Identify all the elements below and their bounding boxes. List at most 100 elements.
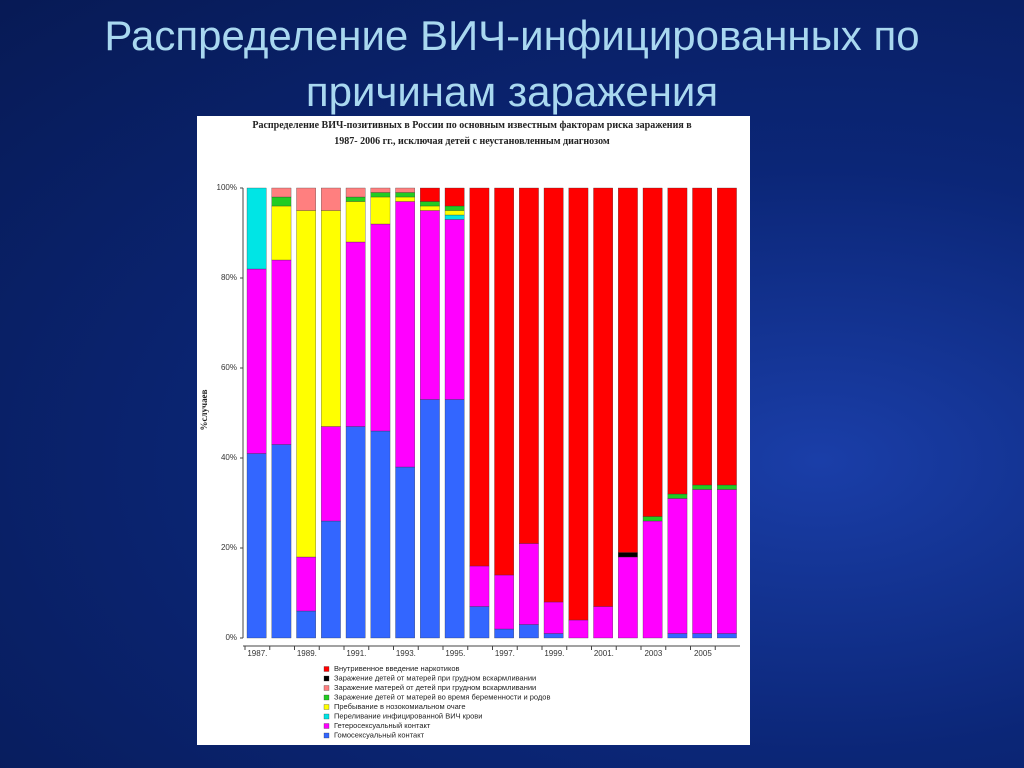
bar-segment — [271, 444, 292, 639]
bar-segment — [370, 430, 391, 639]
bar-segment — [667, 187, 688, 495]
bar-segment — [345, 187, 366, 198]
bar-segment — [370, 187, 391, 193]
legend-swatch — [323, 685, 330, 691]
bar-segment — [395, 187, 415, 193]
legend-label: Пребывание в нозокомиальном очаге — [334, 702, 466, 711]
bar-segment — [321, 187, 341, 211]
bar-segment — [494, 574, 514, 630]
bar-segment — [395, 192, 415, 198]
bar-segment — [543, 601, 564, 634]
bar-segment — [618, 187, 638, 553]
bar-segment — [296, 187, 316, 211]
bar-segment — [519, 624, 539, 639]
bar-segment — [271, 205, 292, 261]
bar-segment — [395, 196, 415, 202]
bar-segment — [246, 453, 267, 639]
y-axis-label: %случаев — [199, 389, 209, 430]
x-tick-label: 1997. — [495, 649, 515, 658]
bar-segment — [717, 489, 737, 634]
bar-segment — [345, 241, 366, 427]
bar-segment — [420, 205, 440, 211]
legend-swatch — [323, 723, 330, 729]
bar-segment — [717, 484, 737, 490]
bar-segment — [568, 619, 589, 639]
bar-segment — [692, 187, 712, 486]
bar-segment — [692, 484, 712, 490]
bar-segment — [469, 187, 490, 567]
y-tick-label: 60% — [221, 363, 237, 372]
legend-swatch — [323, 666, 330, 672]
bar-segment — [642, 516, 663, 522]
bar-segment — [321, 210, 341, 427]
bar-segment — [420, 210, 440, 400]
bar-segment — [345, 196, 366, 202]
bar-segment — [444, 210, 465, 216]
bar-segment — [271, 259, 292, 445]
bar-segment — [321, 426, 341, 522]
bar-segment — [692, 633, 712, 639]
bar-segment — [420, 399, 440, 639]
bar-segment — [321, 520, 341, 639]
chart: Распределение ВИЧ-позитивных в России по… — [197, 116, 750, 745]
bar-segment — [519, 543, 539, 625]
bar-segment — [618, 552, 638, 558]
bar-segment — [667, 493, 688, 499]
bar-segment — [494, 187, 514, 576]
bar-segment — [494, 628, 514, 639]
legend-label: Заражение детей от матерей при грудном в… — [334, 673, 536, 682]
chart-title-box: Распределение ВИЧ-позитивных в России по… — [252, 120, 692, 147]
bar-segment — [444, 399, 465, 639]
bar-segment — [420, 187, 440, 202]
bar-segment — [246, 187, 267, 270]
bar-segment — [717, 187, 737, 486]
bar-segment — [642, 520, 663, 639]
bar-segment — [667, 633, 688, 639]
bar-segment — [395, 201, 415, 468]
bar-segment — [667, 498, 688, 634]
legend-label: Заражение детей от матерей во время бере… — [334, 692, 550, 701]
bar-segment — [345, 426, 366, 639]
bar-segment — [271, 187, 292, 198]
y-tick-label: 80% — [221, 273, 237, 282]
slide-title: Распределение ВИЧ-инфицированных по прич… — [104, 12, 920, 115]
legend-label: Заражение матерей от детей при грудном в… — [334, 683, 536, 692]
legend-label: Внутривенное введение наркотиков — [334, 664, 460, 673]
bar-segment — [296, 610, 316, 639]
bar-segment — [296, 556, 316, 612]
x-tick-label: 2001. — [594, 649, 614, 658]
bar-segment — [593, 187, 613, 607]
bar-segment — [692, 489, 712, 634]
x-tick-label: 1991. — [346, 649, 366, 658]
chart-title: Распределение ВИЧ-позитивных в России по… — [252, 120, 692, 147]
bar-segment — [543, 633, 564, 639]
bar-segment — [370, 192, 391, 198]
bar-segment — [296, 210, 316, 558]
legend-swatch — [323, 675, 330, 682]
bar-segment — [618, 556, 638, 639]
bar-segment — [469, 606, 490, 639]
bar-segment — [543, 187, 564, 603]
bar-segment — [370, 223, 391, 432]
bar-segment — [444, 214, 465, 220]
y-tick-label: 40% — [221, 453, 237, 462]
x-tick-label: 1993. — [396, 649, 416, 658]
bar-segment — [271, 196, 292, 207]
y-tick-label: 100% — [217, 183, 237, 192]
x-tick-label: 1995. — [445, 649, 465, 658]
bar-segment — [568, 187, 589, 621]
y-tick-label: 20% — [221, 543, 237, 552]
legend-label: Гетеросексуальный контакт — [334, 721, 431, 730]
bar-segment — [642, 187, 663, 517]
bar-segment — [395, 466, 415, 639]
legend-swatch — [323, 713, 330, 720]
bar-segment — [444, 187, 465, 207]
bar-segment — [469, 565, 490, 607]
y-tick-label: 0% — [225, 633, 237, 642]
bar-segment — [246, 268, 267, 454]
legend-label: Переливание инфицированной ВИЧ крови — [334, 711, 482, 720]
bar-segment — [370, 196, 391, 225]
x-tick-label: 1987. — [247, 649, 267, 658]
bar-segment — [420, 201, 440, 207]
